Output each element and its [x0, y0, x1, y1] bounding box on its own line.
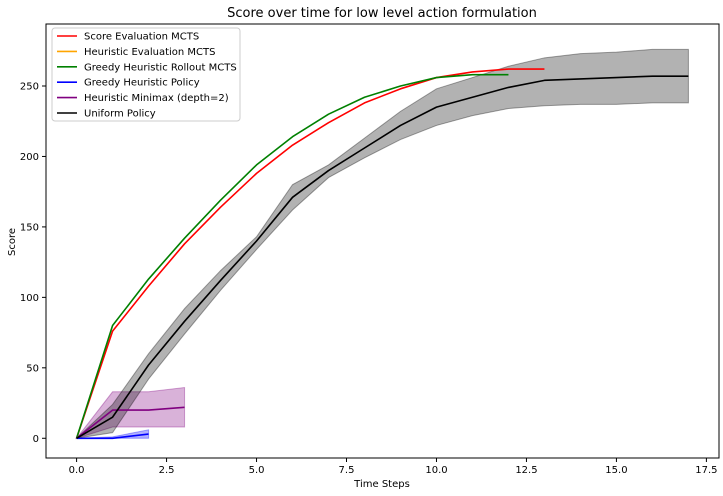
legend-label: Greedy Heuristic Policy: [84, 78, 200, 89]
y-tick-label: 150: [20, 222, 39, 233]
plot-frame: [45, 23, 720, 459]
chart-title: Score over time for low level action for…: [227, 6, 537, 21]
x-tick-label: 10.0: [425, 465, 447, 476]
y-axis-label: Score: [7, 228, 18, 256]
legend-label: Score Evaluation MCTS: [84, 32, 199, 43]
line-score-evaluation-mcts: [75, 68, 545, 439]
x-tick-label: 0.0: [69, 465, 85, 476]
y-tick-label: 100: [20, 293, 39, 304]
legend-box: [51, 27, 241, 122]
y-axis-ticks: 0 50 100 150 200 250: [20, 82, 46, 445]
line-greedy-heuristic-rollout-mcts: [75, 73, 509, 439]
legend-label: Heuristic Minimax (depth=2): [84, 93, 229, 104]
line-heuristic-minimax-depth-2: [76, 406, 185, 439]
x-tick-label: 17.5: [695, 465, 717, 476]
line-uniform-policy: [76, 75, 689, 439]
legend-label: Uniform Policy: [84, 109, 156, 120]
x-tick-label: 7.5: [339, 465, 355, 476]
x-axis-ticks: 0.0 2.5 5.0 7.5 10.0 12.5 15.0 17.5: [69, 458, 718, 476]
x-tick-label: 12.5: [515, 465, 537, 476]
y-tick-label: 200: [20, 152, 39, 163]
x-tick-label: 5.0: [249, 465, 265, 476]
y-tick-label: 50: [26, 363, 39, 374]
line-greedy-heuristic-policy: [76, 433, 149, 440]
x-tick-label: 15.0: [605, 465, 627, 476]
legend-label: Greedy Heuristic Rollout MCTS: [84, 62, 237, 73]
y-tick-label: 250: [20, 82, 39, 93]
series-lines: [75, 68, 689, 440]
legend-label: Heuristic Evaluation MCTS: [84, 47, 216, 58]
x-tick-label: 2.5: [159, 465, 175, 476]
y-tick-label: 0: [33, 434, 39, 445]
x-axis-label: Time Steps: [353, 479, 410, 490]
legend: Score Evaluation MCTS Heuristic Evaluatio…: [51, 27, 241, 122]
